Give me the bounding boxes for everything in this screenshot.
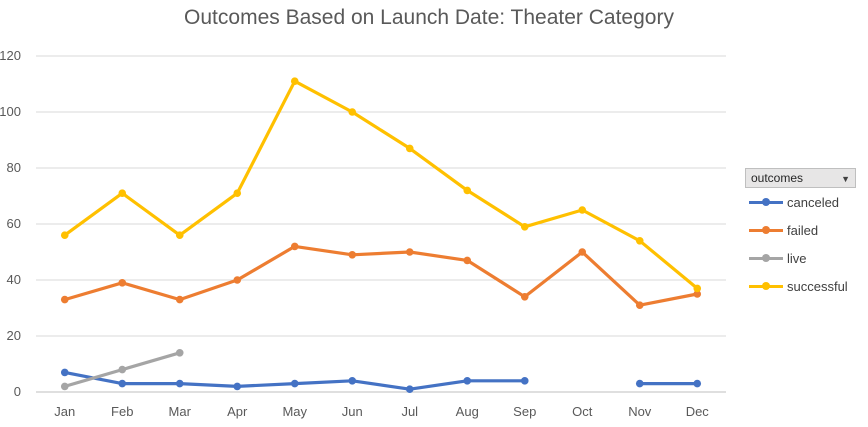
x-tick-label: Jul	[401, 404, 418, 419]
data-point-canceled	[118, 379, 127, 388]
dropdown-arrow-icon[interactable]: ▼	[841, 174, 850, 184]
x-tick-label: Jun	[342, 404, 363, 419]
series-live	[60, 349, 184, 391]
data-point-failed	[348, 251, 357, 259]
x-tick-label: May	[282, 404, 307, 419]
data-point-successful	[635, 237, 644, 245]
x-tick-label: Oct	[572, 404, 593, 419]
data-point-canceled	[463, 377, 472, 385]
legend-label: canceled	[787, 194, 840, 210]
legend-swatch	[749, 195, 783, 209]
legend-items: canceled failed live successful	[745, 188, 856, 300]
series-successful	[60, 77, 702, 293]
legend-item-successful: successful	[745, 272, 856, 300]
y-tick-label: 120	[0, 48, 21, 63]
legend: outcomes ▼ canceled failed live successful	[745, 168, 856, 300]
x-tick-label: Sep	[513, 404, 536, 419]
y-tick-label: 40	[7, 272, 21, 287]
gridlines	[36, 55, 726, 393]
y-tick-label: 80	[7, 160, 21, 175]
data-point-successful	[290, 77, 299, 85]
data-point-successful	[233, 189, 242, 197]
y-tick-label: 60	[7, 216, 21, 231]
data-point-successful	[463, 186, 472, 195]
data-point-canceled	[520, 377, 529, 385]
legend-filter-header[interactable]: outcomes ▼	[745, 168, 856, 188]
data-point-successful	[175, 231, 184, 239]
x-tick-label: Mar	[169, 404, 192, 419]
legend-item-canceled: canceled	[745, 188, 856, 216]
data-point-successful	[693, 284, 702, 293]
data-point-failed	[520, 293, 529, 301]
legend-item-failed: failed	[745, 216, 856, 244]
data-point-failed	[60, 295, 69, 304]
data-point-failed	[578, 248, 587, 256]
legend-label: live	[787, 250, 807, 266]
x-tick-label: Dec	[686, 404, 710, 419]
y-tick-label: 20	[7, 328, 21, 343]
legend-label: failed	[787, 222, 819, 238]
data-point-failed	[693, 290, 702, 298]
x-tick-label: Jan	[54, 404, 75, 419]
series-canceled	[60, 368, 702, 394]
data-point-canceled	[635, 379, 644, 388]
x-axis-ticks: Jan Feb Mar Apr May Jun Jul Aug Sep Oct Nov Dec	[54, 404, 709, 419]
x-tick-label: Apr	[227, 404, 248, 419]
data-point-failed	[290, 242, 299, 251]
x-tick-label: Aug	[456, 404, 479, 419]
data-point-canceled	[290, 379, 299, 388]
chart-title: Outcomes Based on Launch Date: Theater C…	[184, 6, 674, 29]
data-point-successful	[118, 189, 127, 197]
y-axis-ticks: 0 20 40 60 80 100 120	[0, 48, 21, 399]
data-point-live	[60, 382, 69, 391]
legend-swatch	[749, 223, 783, 237]
data-point-failed	[463, 256, 472, 265]
y-tick-label: 0	[14, 384, 21, 399]
x-tick-label: Feb	[111, 404, 133, 419]
data-point-canceled	[348, 377, 357, 385]
data-point-canceled	[405, 385, 414, 394]
series-failed	[60, 242, 702, 310]
x-tick-label: Nov	[628, 404, 652, 419]
data-point-failed	[118, 279, 127, 287]
data-point-failed	[233, 276, 242, 284]
data-point-live	[118, 365, 127, 374]
legend-item-live: live	[745, 244, 856, 272]
legend-swatch	[749, 279, 783, 293]
series-layer	[60, 77, 702, 394]
data-point-failed	[405, 248, 414, 256]
data-point-canceled	[693, 379, 702, 388]
legend-swatch	[749, 251, 783, 265]
series-line-successful	[63, 79, 699, 290]
data-point-failed	[175, 295, 184, 304]
data-point-canceled	[175, 379, 184, 388]
data-point-canceled	[60, 368, 69, 377]
data-point-failed	[635, 301, 644, 310]
data-point-successful	[578, 206, 587, 214]
legend-label: successful	[787, 278, 848, 294]
data-point-canceled	[233, 382, 242, 391]
y-tick-label: 100	[0, 104, 21, 119]
data-point-successful	[60, 231, 69, 239]
data-point-successful	[348, 108, 357, 116]
legend-title: outcomes	[751, 171, 804, 185]
data-point-successful	[520, 223, 529, 231]
data-point-successful	[405, 144, 414, 153]
series-line-failed	[63, 244, 699, 307]
data-point-live	[175, 349, 184, 357]
